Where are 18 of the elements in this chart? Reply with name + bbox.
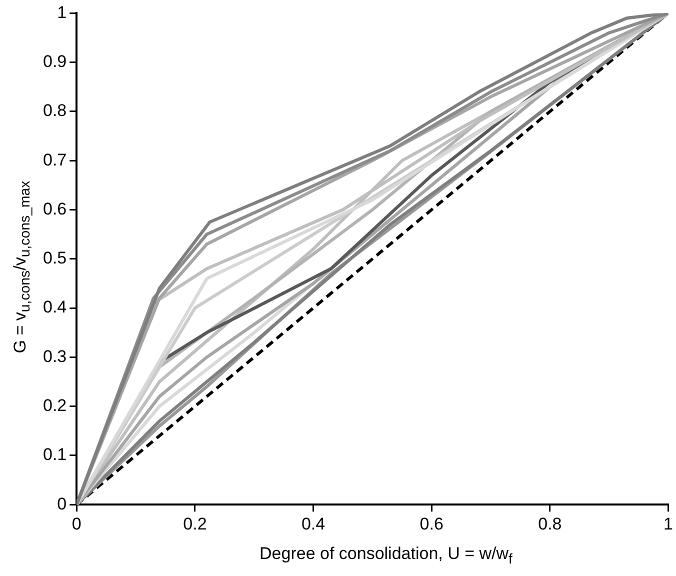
y-tick-label: 0 (57, 494, 67, 514)
x-tick-label: 0.4 (301, 514, 326, 534)
x-tick-label: 1 (664, 514, 674, 534)
y-tick-label: 0.6 (42, 199, 67, 218)
y-tick-label: 0.3 (42, 346, 67, 366)
x-tick-label: 0.2 (183, 514, 207, 534)
x-axis-title: Degree of consolidation, U = w/w$_{f}$ (258, 544, 514, 568)
y-tick-label: 0.5 (42, 248, 67, 268)
y-tick-label: 0.8 (42, 101, 67, 120)
x-tick-label: 0 (72, 514, 82, 534)
y-tick-label: 1 (57, 2, 67, 22)
y-tick-label: 0.4 (42, 298, 67, 317)
y-tick-label: 0.9 (42, 52, 67, 72)
y-tick-label: 0.2 (42, 396, 67, 416)
y-tick-label: 0.1 (42, 445, 67, 464)
x-tick-label: 0.8 (538, 514, 562, 534)
x-tick-label: 0.6 (420, 514, 444, 534)
y-tick-label: 0.7 (42, 150, 67, 170)
